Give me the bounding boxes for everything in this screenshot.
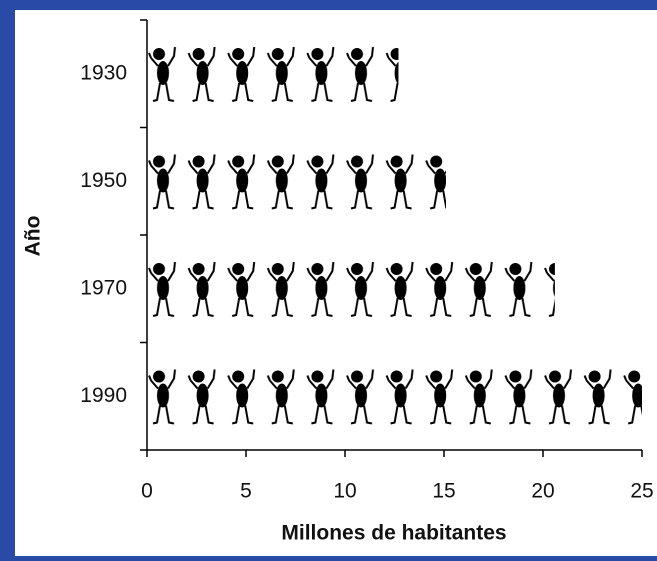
x-tick-label: 0 — [141, 480, 153, 503]
bar — [148, 140, 446, 224]
x-tick-label: 5 — [240, 480, 252, 503]
x-tick-label: 20 — [531, 480, 554, 503]
chart: Millones de habitantes Año 0 5 10 15 20 25 193… — [0, 0, 657, 556]
x-axis-label: Millones de habitantes — [281, 522, 506, 545]
x-tick-label: 25 — [630, 480, 653, 503]
x-tick-label: 15 — [432, 480, 455, 503]
bar — [148, 32, 398, 116]
y-tick-label: 1930 — [80, 61, 127, 84]
y-tick-label: 1990 — [80, 384, 127, 407]
y-tick-label: 1950 — [80, 169, 127, 192]
x-tick-label: 10 — [333, 480, 356, 503]
y-axis-label: Año — [22, 216, 45, 257]
bar — [148, 247, 555, 331]
y-tick-label: 1970 — [80, 276, 127, 299]
bar — [148, 355, 642, 439]
